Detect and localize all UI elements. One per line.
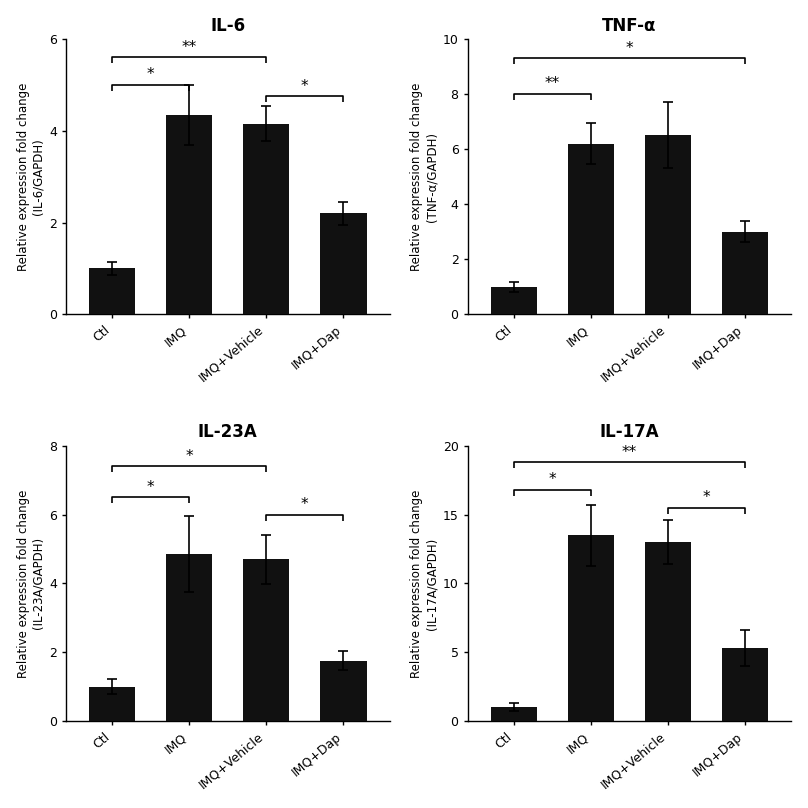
Bar xyxy=(320,661,367,721)
Text: *: * xyxy=(147,480,154,494)
Text: *: * xyxy=(549,472,556,487)
Y-axis label: Relative expression fold change
(IL-23A/GAPDH): Relative expression fold change (IL-23A/… xyxy=(17,489,44,678)
Bar xyxy=(490,707,537,721)
Bar xyxy=(243,124,289,314)
Y-axis label: Relative expression fold change
(TNF-α/GAPDH): Relative expression fold change (TNF-α/G… xyxy=(410,82,439,271)
Text: *: * xyxy=(147,67,154,82)
Text: *: * xyxy=(703,490,710,505)
Title: TNF-α: TNF-α xyxy=(602,17,657,35)
Text: *: * xyxy=(301,497,309,511)
Bar xyxy=(568,535,614,721)
Bar xyxy=(645,136,691,314)
Bar xyxy=(89,268,135,314)
Y-axis label: Relative expression fold change
(IL-17A/GAPDH): Relative expression fold change (IL-17A/… xyxy=(410,489,439,678)
Bar xyxy=(722,232,768,314)
Title: IL-23A: IL-23A xyxy=(198,423,258,441)
Y-axis label: Relative expression fold change
(IL-6/GAPDH): Relative expression fold change (IL-6/GA… xyxy=(17,82,44,271)
Bar xyxy=(568,144,614,314)
Bar xyxy=(243,559,289,721)
Bar xyxy=(166,554,213,721)
Bar xyxy=(320,213,367,314)
Text: **: ** xyxy=(182,40,197,55)
Text: *: * xyxy=(185,448,193,464)
Text: **: ** xyxy=(622,444,637,460)
Title: IL-17A: IL-17A xyxy=(600,423,659,441)
Bar xyxy=(490,287,537,314)
Bar xyxy=(89,687,135,721)
Text: **: ** xyxy=(545,76,560,91)
Text: *: * xyxy=(301,78,309,94)
Title: IL-6: IL-6 xyxy=(210,17,246,35)
Bar xyxy=(722,648,768,721)
Bar xyxy=(645,542,691,721)
Text: *: * xyxy=(625,40,633,56)
Bar xyxy=(166,115,213,314)
